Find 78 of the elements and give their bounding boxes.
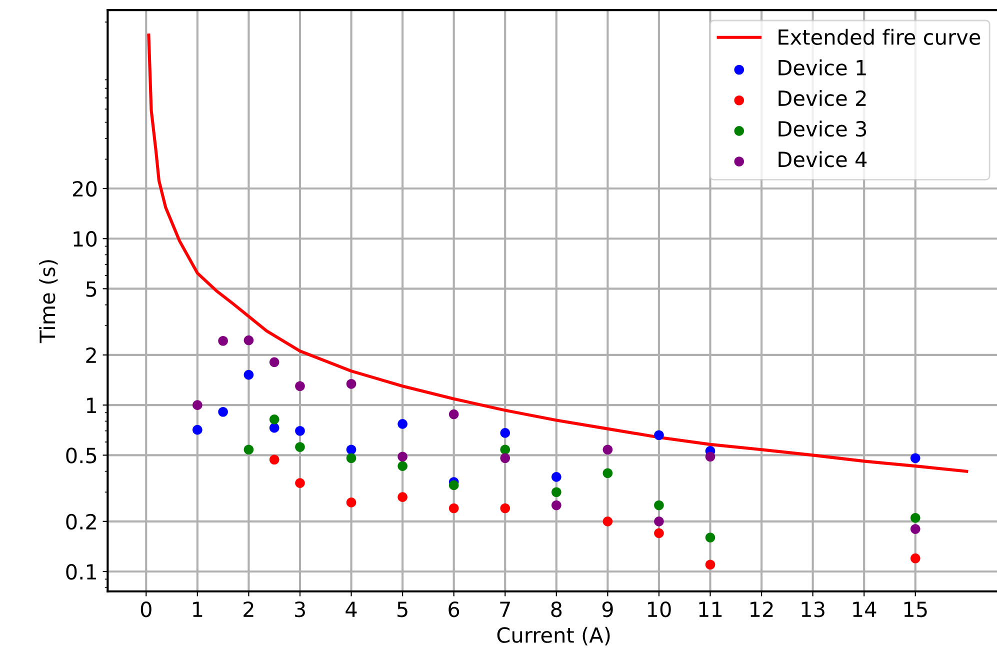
point: [398, 461, 408, 471]
x-tick-label: 11: [699, 602, 722, 617]
x-tick-label: 0: [140, 601, 152, 618]
x-tick-label: 9: [602, 601, 613, 618]
point: [500, 503, 510, 514]
point: [910, 453, 920, 464]
x-tick-label: 2: [244, 601, 254, 617]
point: [654, 430, 664, 440]
point: [295, 442, 305, 452]
point: [654, 516, 664, 526]
x-tick-label: 14: [853, 602, 876, 617]
point: [346, 444, 356, 455]
x-tick-label: 3: [294, 601, 305, 618]
point: [398, 452, 408, 462]
y-tick-label: 2: [86, 347, 96, 363]
point: [218, 336, 228, 346]
point: [910, 512, 920, 523]
x-tick-label: 8: [551, 601, 562, 618]
point: [551, 500, 562, 510]
point: [705, 532, 716, 542]
point: [346, 378, 356, 389]
point: [269, 357, 280, 368]
point: [346, 498, 356, 508]
legend-label: Device 2: [778, 90, 866, 106]
x-tick-label: 10: [648, 601, 671, 618]
y-tick-label: 0.2: [66, 514, 96, 530]
y-tick-label: 0.1: [66, 564, 96, 580]
point: [602, 468, 613, 478]
x-tick-label: 7: [500, 602, 510, 617]
point: [500, 428, 510, 438]
y-tick-label: 0.5: [66, 448, 96, 464]
point: [654, 528, 664, 538]
legend-label: Device 3: [778, 120, 866, 137]
point: [269, 454, 280, 465]
point: [218, 406, 228, 417]
point: [398, 492, 408, 502]
point: [244, 444, 254, 455]
point: [448, 409, 459, 420]
point: [602, 444, 613, 455]
point: [500, 453, 510, 464]
point: [910, 524, 920, 534]
x-tick-label: 6: [448, 601, 460, 618]
point: [192, 400, 202, 410]
y-tick-label: 10: [74, 231, 97, 247]
point: [244, 335, 254, 346]
y-tick-label: 5: [86, 281, 96, 297]
point: [448, 503, 459, 514]
y-tick-label: 20: [72, 180, 97, 197]
legend-label: Device 4: [778, 151, 867, 168]
point: [269, 414, 280, 424]
point: [244, 370, 254, 380]
point: [346, 453, 356, 464]
x-tick-label: 5: [398, 602, 408, 618]
point: [295, 426, 305, 436]
x-tick-label: 12: [750, 601, 773, 617]
x-tick-label: 4: [346, 602, 357, 617]
point: [551, 472, 562, 482]
x-tick-label: 13: [802, 601, 824, 618]
point: [705, 560, 716, 570]
point: [910, 553, 920, 564]
y-axis-title: Time (s): [39, 260, 58, 344]
legend-label: Extended fire curve: [778, 28, 980, 45]
x-axis-title: Current (A): [497, 626, 610, 646]
point: [398, 419, 408, 429]
x-tick-label: 15: [904, 602, 927, 618]
point: [448, 480, 459, 490]
point: [295, 381, 305, 392]
point: [602, 516, 613, 526]
y-tick-label: 1: [86, 398, 96, 413]
point: [551, 487, 562, 498]
x-tick-label: 1: [193, 602, 202, 617]
point: [654, 500, 664, 510]
legend-label: Device 1: [778, 59, 866, 76]
point: [500, 444, 510, 455]
point: [705, 452, 716, 462]
point: [192, 424, 202, 435]
point: [295, 478, 305, 488]
point: [269, 422, 280, 433]
